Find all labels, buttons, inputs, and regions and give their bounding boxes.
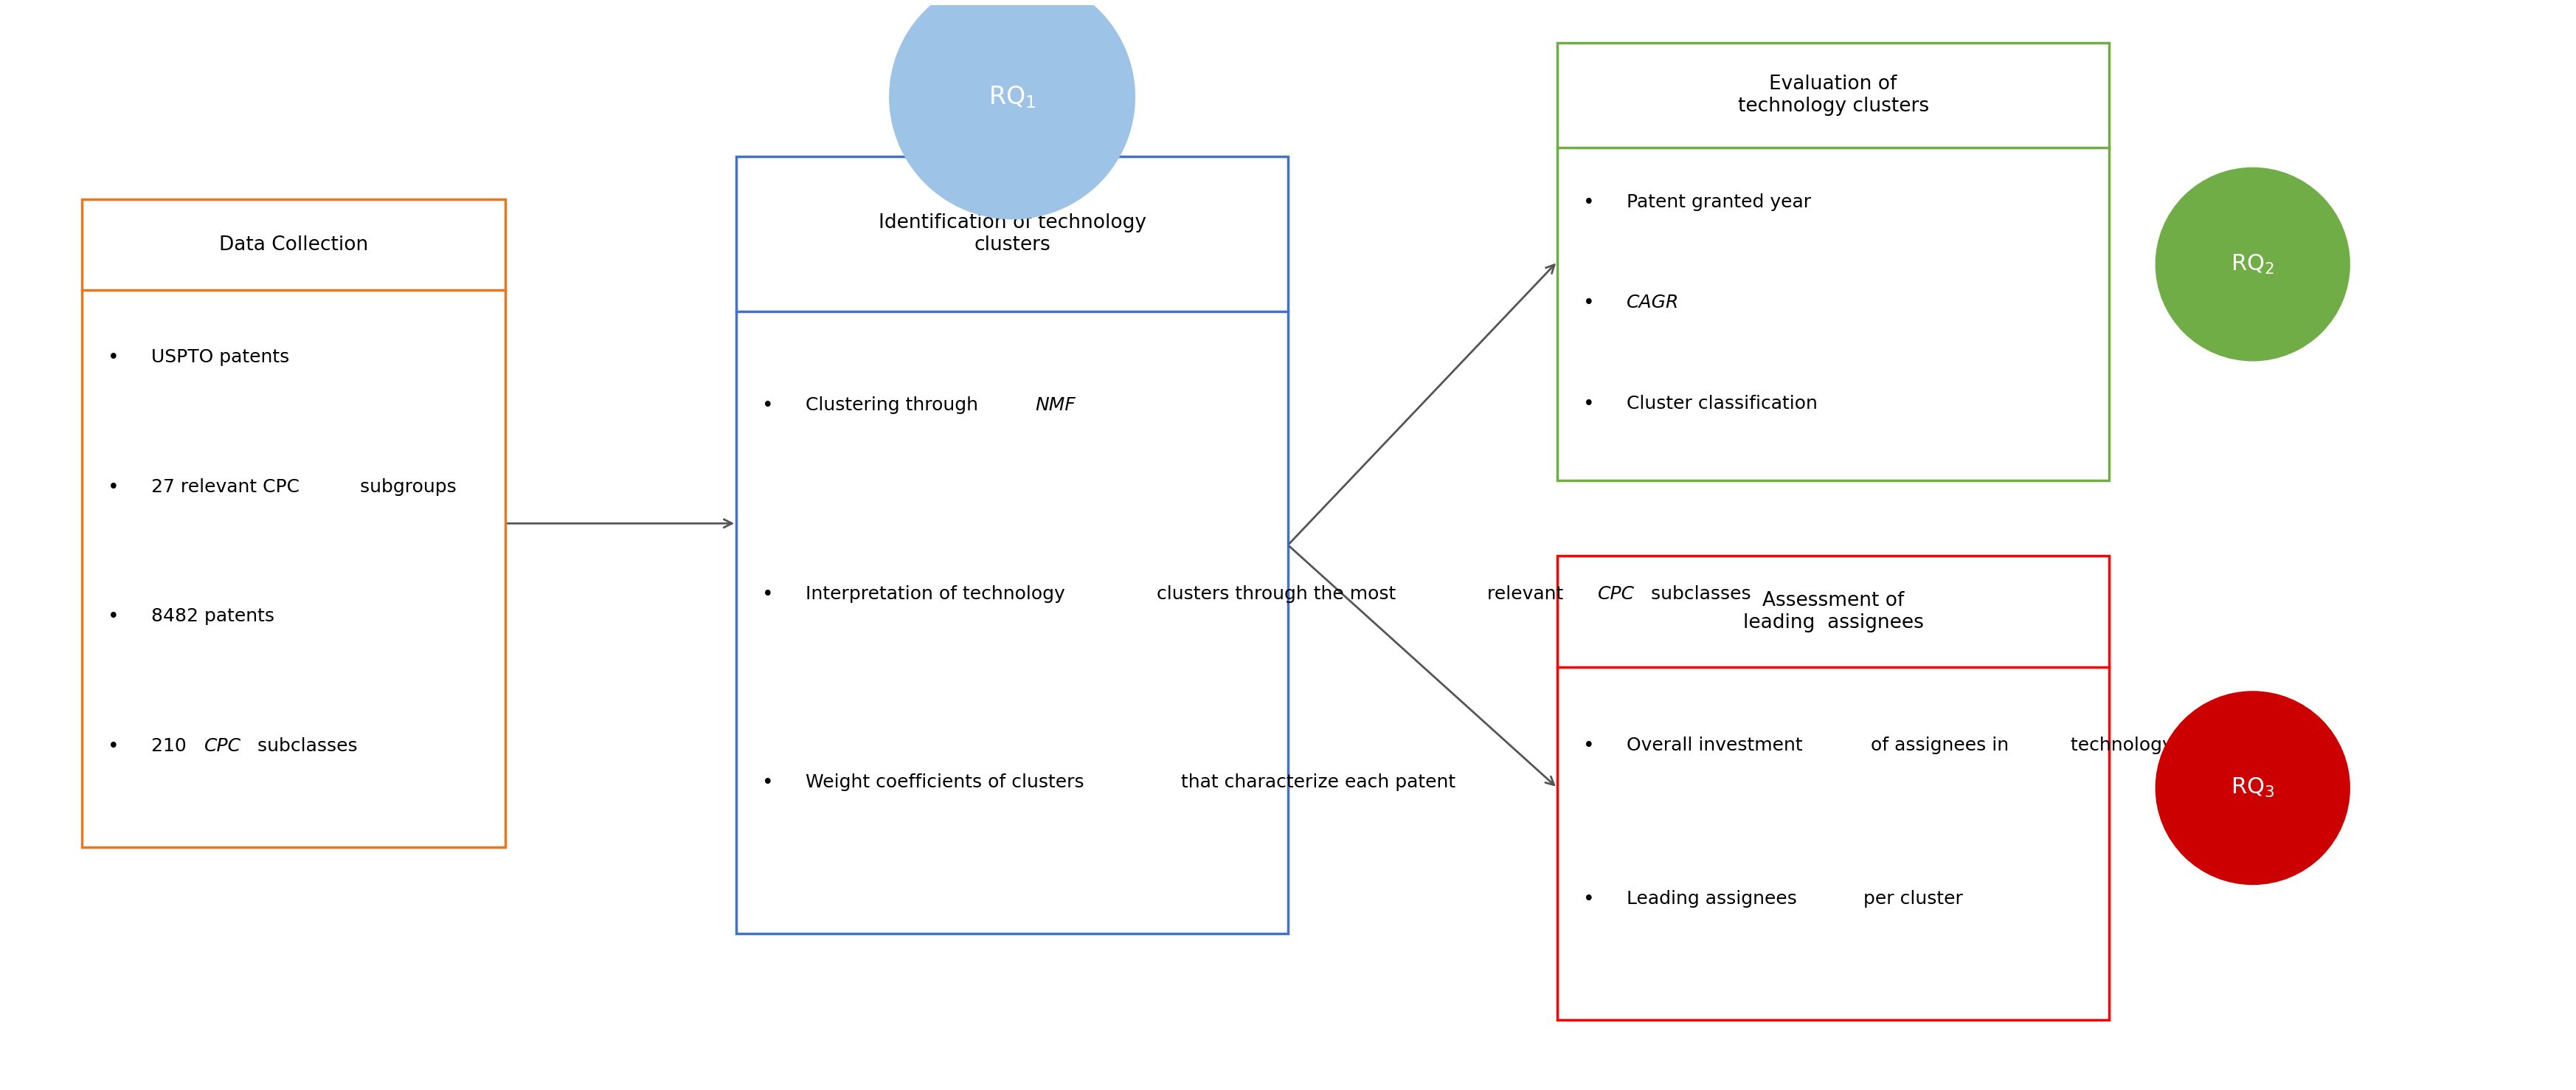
Text: •: • xyxy=(108,479,118,497)
Text: 210: 210 xyxy=(152,737,193,755)
Text: Leading assignees: Leading assignees xyxy=(1625,889,1798,907)
Text: •: • xyxy=(108,607,118,627)
Text: Overall investment: Overall investment xyxy=(1625,736,1803,754)
Text: CPC: CPC xyxy=(204,737,242,755)
Bar xyxy=(1558,556,2110,1020)
Text: RQ$_{2}$: RQ$_{2}$ xyxy=(2231,253,2275,276)
Text: •: • xyxy=(1584,395,1595,414)
Text: •: • xyxy=(108,349,118,367)
Text: CPC: CPC xyxy=(1597,585,1636,603)
Text: Cluster classification: Cluster classification xyxy=(1625,395,1819,412)
Ellipse shape xyxy=(2156,691,2349,885)
Text: •: • xyxy=(1584,889,1595,909)
Text: subclasses: subclasses xyxy=(1646,585,1752,603)
Text: Data Collection: Data Collection xyxy=(219,235,368,254)
Text: CAGR: CAGR xyxy=(1625,294,1680,312)
Text: RQ$_{3}$: RQ$_{3}$ xyxy=(2231,776,2275,799)
Text: Evaluation of
technology clusters: Evaluation of technology clusters xyxy=(1739,75,1929,116)
Text: clusters through the most: clusters through the most xyxy=(1139,585,1396,603)
Bar xyxy=(82,199,505,847)
Bar xyxy=(737,156,1288,934)
Text: •: • xyxy=(108,737,118,756)
Text: Identification of technology
clusters: Identification of technology clusters xyxy=(878,214,1146,255)
Text: that characterize each patent: that characterize each patent xyxy=(1164,774,1455,791)
Text: Interpretation of technology: Interpretation of technology xyxy=(806,585,1064,603)
Text: •: • xyxy=(762,774,773,792)
Text: NMF: NMF xyxy=(1036,397,1074,414)
Text: •: • xyxy=(762,397,773,415)
Text: Assessment of
leading  assignees: Assessment of leading assignees xyxy=(1744,591,1924,632)
Text: RQ$_{1}$: RQ$_{1}$ xyxy=(989,84,1036,110)
Text: relevant: relevant xyxy=(1468,585,1569,603)
Text: of assignees in: of assignees in xyxy=(1852,736,2009,754)
Text: technology clusters: technology clusters xyxy=(2053,736,2251,754)
Text: USPTO patents: USPTO patents xyxy=(152,349,289,366)
Text: per cluster: per cluster xyxy=(1844,889,1963,907)
Text: •: • xyxy=(762,585,773,604)
Text: Patent granted year: Patent granted year xyxy=(1625,193,1811,210)
Text: subgroups: subgroups xyxy=(343,479,456,496)
Text: 27 relevant CPC: 27 relevant CPC xyxy=(152,479,299,496)
Text: subclasses: subclasses xyxy=(252,737,358,755)
Text: Clustering through: Clustering through xyxy=(806,397,984,414)
Text: •: • xyxy=(1584,736,1595,755)
Text: Weight coefficients of clusters: Weight coefficients of clusters xyxy=(806,774,1084,791)
Text: •: • xyxy=(1584,193,1595,213)
Ellipse shape xyxy=(2156,167,2349,361)
Bar xyxy=(1558,43,2110,481)
Text: 8482 patents: 8482 patents xyxy=(152,607,276,626)
Text: •: • xyxy=(1584,294,1595,313)
Ellipse shape xyxy=(889,0,1136,219)
